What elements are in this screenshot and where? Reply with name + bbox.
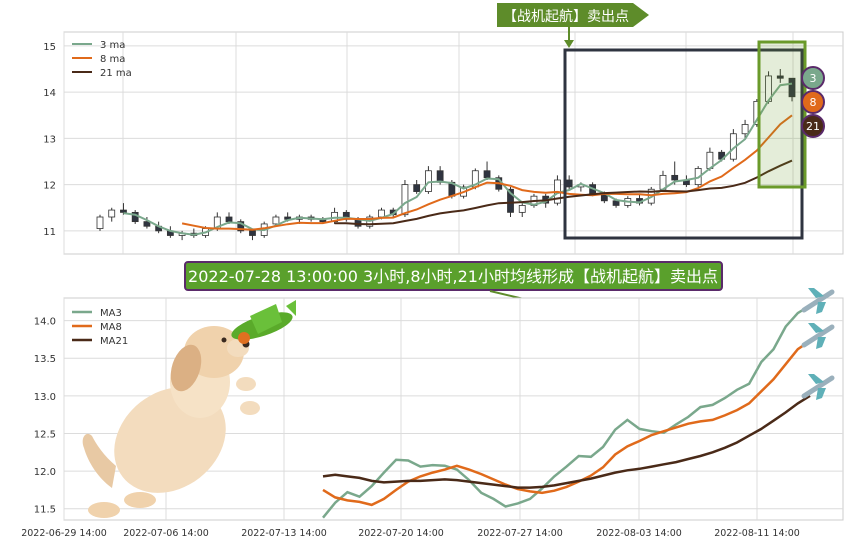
candle-body <box>225 216 233 223</box>
puppy-tail <box>82 433 116 488</box>
bottom-x-tick-label: 2022-08-03 14:00 <box>596 528 682 539</box>
bottom-line-MA8 <box>322 339 811 507</box>
legend-label-MA21: MA21 <box>100 336 128 347</box>
candle-body <box>108 209 116 218</box>
jet-plane-icon <box>801 288 835 314</box>
top-y-tick-label: 12 <box>43 181 56 192</box>
toy-plane-wing <box>250 304 282 334</box>
puppy-eye <box>221 337 227 343</box>
banner-arrow-shape <box>497 3 649 27</box>
top-legend: 3 ma 8 ma 21 ma <box>72 40 132 79</box>
candle-body <box>237 221 245 232</box>
legend-label-21ma: 21 ma <box>100 68 132 79</box>
bottom-x-axis: 2022-06-29 14:00 2022-07-06 14:00 2022-07-… <box>21 528 800 539</box>
bottom-y-tick-label: 14.0 <box>34 317 56 328</box>
candle-body <box>143 221 151 227</box>
bottom-line-MA21 <box>322 394 811 489</box>
candle-body <box>120 209 127 213</box>
candle-body <box>507 188 514 213</box>
bottom-legend: MA3 MA8 MA21 <box>72 308 128 347</box>
caption: 2022-07-28 13:00:00 3小时,8小时,21小时均线形成【战机起… <box>184 261 723 311</box>
bottom-x-tick-label: 2022-07-13 14:00 <box>241 528 327 539</box>
badge-3-label: 3 <box>810 72 817 85</box>
candle-body <box>776 75 784 79</box>
bottom-y-axis: 11.5 12.0 12.5 13.0 13.5 14.0 <box>34 317 56 516</box>
top-y-tick-label: 13 <box>43 134 56 145</box>
top-banner: 【战机起航】卖出点 <box>497 3 649 48</box>
bottom-x-tick-label: 2022-06-29 14:00 <box>21 528 107 539</box>
top-ma3-line <box>123 82 793 236</box>
bottom-x-tick-label: 2022-07-06 14:00 <box>123 528 209 539</box>
jet-plane-icon <box>801 374 835 400</box>
puppy-paw-front-1 <box>236 377 256 391</box>
bottom-ma-lines <box>322 304 811 519</box>
candle-body <box>612 200 620 206</box>
toy-plane-propeller <box>238 332 250 344</box>
bottom-y-tick-label: 11.5 <box>34 505 56 516</box>
badge-8 <box>801 90 825 114</box>
jet-plane-icons <box>801 288 835 400</box>
puppy-paw-front-2 <box>240 401 260 415</box>
candle-body <box>671 174 679 181</box>
puppy-ear <box>170 344 202 392</box>
top-ma21-line <box>334 159 793 226</box>
legend-label-MA3: MA3 <box>100 308 122 319</box>
bottom-y-tick-label: 13.0 <box>34 392 56 403</box>
candle-body <box>272 216 280 225</box>
puppy-jumping-icon <box>82 326 260 518</box>
candle-body <box>518 205 526 213</box>
bottom-chart-panel: 11.5 12.0 12.5 13.0 13.5 14.0 2022-06-29 14:0… <box>21 288 844 539</box>
puppy-paw-back-1 <box>88 502 120 518</box>
legend-label-MA8: MA8 <box>100 322 122 333</box>
candle-body <box>249 230 256 236</box>
candle-body <box>96 216 104 229</box>
top-plot-area <box>63 31 844 255</box>
badge-21 <box>801 114 825 138</box>
top-ma-lines <box>123 82 793 236</box>
top-y-tick-label: 15 <box>43 42 56 53</box>
candle-body <box>401 184 409 216</box>
top-chart-panel: 11 12 13 14 15 3 ma 8 ma 21 ma 3 8 21 【战机起航】… <box>43 3 844 255</box>
highlight-box-green <box>757 40 807 189</box>
endpoint-badges: 3 8 21 <box>801 66 825 138</box>
jet-plane-icon <box>801 323 835 349</box>
top-y-tick-label: 14 <box>43 88 56 99</box>
top-y-axis: 11 12 13 14 15 <box>43 42 56 238</box>
legend-label-3ma: 3 ma <box>100 40 125 51</box>
toy-airplane-icon <box>231 300 296 344</box>
bottom-y-tick-label: 12.0 <box>34 467 56 478</box>
badge-21-label: 21 <box>806 120 820 133</box>
puppy-paw-back-2 <box>124 492 156 508</box>
top-y-tick-label: 11 <box>43 227 56 238</box>
candle-body <box>788 77 796 98</box>
banner-text: 【战机起航】卖出点 <box>503 9 629 25</box>
badge-8-label: 8 <box>810 96 817 109</box>
bottom-line-MA3 <box>322 304 811 519</box>
banner-pointer-head <box>564 40 574 48</box>
toy-plane-tail <box>286 300 296 316</box>
candle-body <box>378 209 385 218</box>
caption-box <box>184 261 723 291</box>
bottom-x-tick-label: 2022-07-27 14:00 <box>477 528 563 539</box>
bottom-y-tick-label: 12.5 <box>34 429 56 440</box>
legend-label-8ma: 8 ma <box>100 54 125 65</box>
top-grid <box>63 32 843 254</box>
badge-3 <box>801 66 825 90</box>
candle-body <box>413 184 421 192</box>
highlight-box-dark <box>563 48 804 240</box>
caption-text: 2022-07-28 13:00:00 3小时,8小时,21小时均线形成【战机起… <box>188 267 718 286</box>
candle-body <box>741 124 749 135</box>
bottom-y-tick-label: 13.5 <box>34 354 56 365</box>
candle-body <box>483 170 491 179</box>
bottom-x-tick-label: 2022-08-11 14:00 <box>714 528 800 539</box>
bottom-x-tick-label: 2022-07-20 14:00 <box>358 528 444 539</box>
candle-body <box>565 179 573 188</box>
